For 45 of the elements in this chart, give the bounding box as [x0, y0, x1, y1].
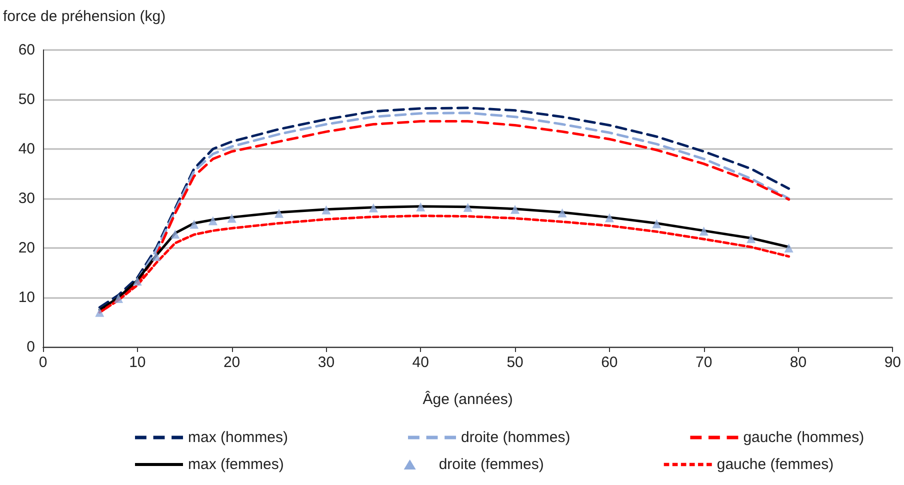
- x-tick-label: 80: [790, 354, 807, 371]
- legend-label: droite (femmes): [438, 456, 544, 473]
- x-tick-label: 10: [129, 354, 146, 371]
- point: [190, 220, 199, 229]
- x-tick-label: 60: [601, 354, 618, 371]
- y-tick-label: 50: [18, 91, 35, 108]
- x-tick-label: 70: [696, 354, 712, 371]
- x-tick-label: 40: [412, 354, 429, 371]
- x-tick-label: 0: [38, 354, 48, 371]
- point: [510, 204, 520, 214]
- y-tick-label: 20: [18, 240, 35, 256]
- y-axis-title: force de préhension (kg): [3, 8, 166, 25]
- x-tick-label: 90: [884, 354, 901, 371]
- point: [322, 205, 331, 214]
- point: [746, 234, 756, 244]
- legend-label: droite (hommes): [461, 429, 570, 446]
- point: [208, 216, 218, 226]
- point: [274, 208, 284, 218]
- point: [368, 203, 378, 212]
- point: [558, 208, 567, 218]
- y-tick-label: 40: [18, 140, 35, 158]
- point: [95, 308, 104, 317]
- y-tick-label: 30: [18, 190, 35, 207]
- y-tick-label: 60: [18, 42, 35, 58]
- x-tick-label: 30: [318, 354, 335, 371]
- point: [114, 294, 124, 303]
- legend-label: gauche (femmes): [716, 456, 834, 473]
- legend-label: max (hommes): [188, 429, 288, 446]
- point: [463, 202, 472, 212]
- y-tick-label: 0: [26, 338, 35, 356]
- point: [152, 252, 161, 261]
- x-axis-title: Âge (années): [422, 390, 513, 408]
- legend-label: gauche (hommes): [743, 429, 864, 446]
- point: [132, 276, 142, 286]
- point: [699, 226, 708, 236]
- point: [227, 214, 236, 223]
- point: [416, 202, 426, 212]
- y-tick-label: 10: [18, 289, 35, 306]
- legend-label: max (femmes): [188, 456, 284, 473]
- x-tick-label: 20: [223, 354, 240, 371]
- point: [652, 219, 662, 228]
- point: [604, 213, 614, 222]
- x-tick-label: 50: [506, 354, 524, 371]
- point: [170, 230, 180, 239]
- point: [784, 244, 794, 252]
